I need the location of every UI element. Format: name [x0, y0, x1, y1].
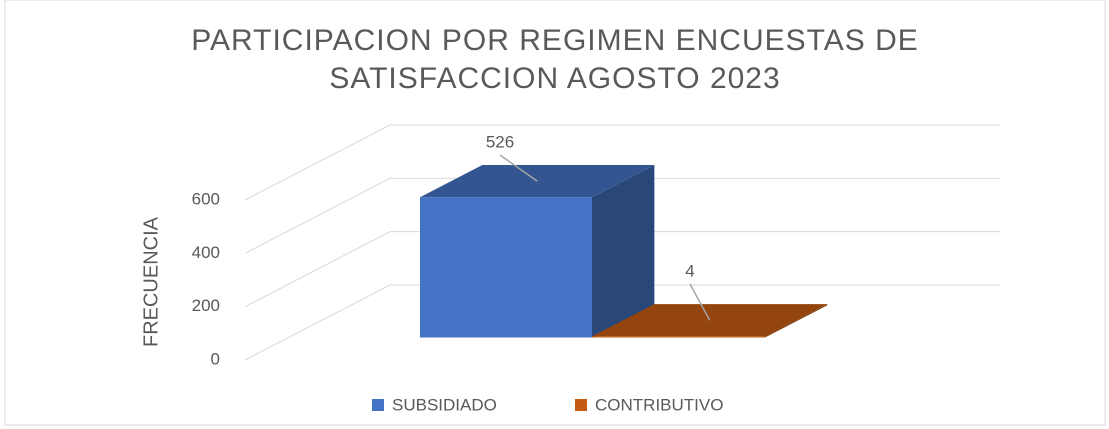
y-tick-label: 0 — [211, 349, 220, 368]
grid-line — [244, 177, 391, 254]
data-label: 4 — [685, 261, 694, 280]
chart-title: PARTICIPACION POR REGIMEN ENCUESTAS DE S… — [191, 24, 919, 95]
y-tick-label: 400 — [192, 243, 220, 262]
y-tick-label: 600 — [192, 189, 220, 208]
bar-side — [765, 304, 828, 338]
y-tick-label: 200 — [192, 296, 220, 315]
y-axis-label: FRECUENCIA — [140, 216, 162, 347]
legend-swatch — [575, 399, 587, 411]
grid-line — [244, 231, 391, 308]
grid-line — [244, 124, 391, 201]
legend-swatch — [372, 399, 384, 411]
grid-line — [244, 284, 391, 361]
bar-side — [592, 164, 655, 338]
bar — [420, 197, 592, 338]
legend-label: SUBSIDIADO — [392, 395, 497, 414]
leader-line — [499, 154, 538, 182]
data-label: 526 — [486, 132, 514, 151]
legend-label: CONTRIBUTIVO — [595, 395, 723, 414]
leader-line — [689, 283, 711, 321]
chart-border — [4, 0, 1106, 426]
bar — [592, 336, 765, 338]
